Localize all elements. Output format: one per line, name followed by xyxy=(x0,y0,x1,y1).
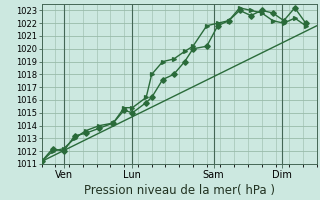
X-axis label: Pression niveau de la mer( hPa ): Pression niveau de la mer( hPa ) xyxy=(84,184,275,197)
